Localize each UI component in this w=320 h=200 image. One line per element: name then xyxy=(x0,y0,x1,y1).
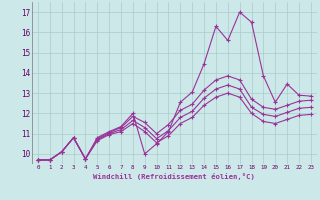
X-axis label: Windchill (Refroidissement éolien,°C): Windchill (Refroidissement éolien,°C) xyxy=(93,173,255,180)
